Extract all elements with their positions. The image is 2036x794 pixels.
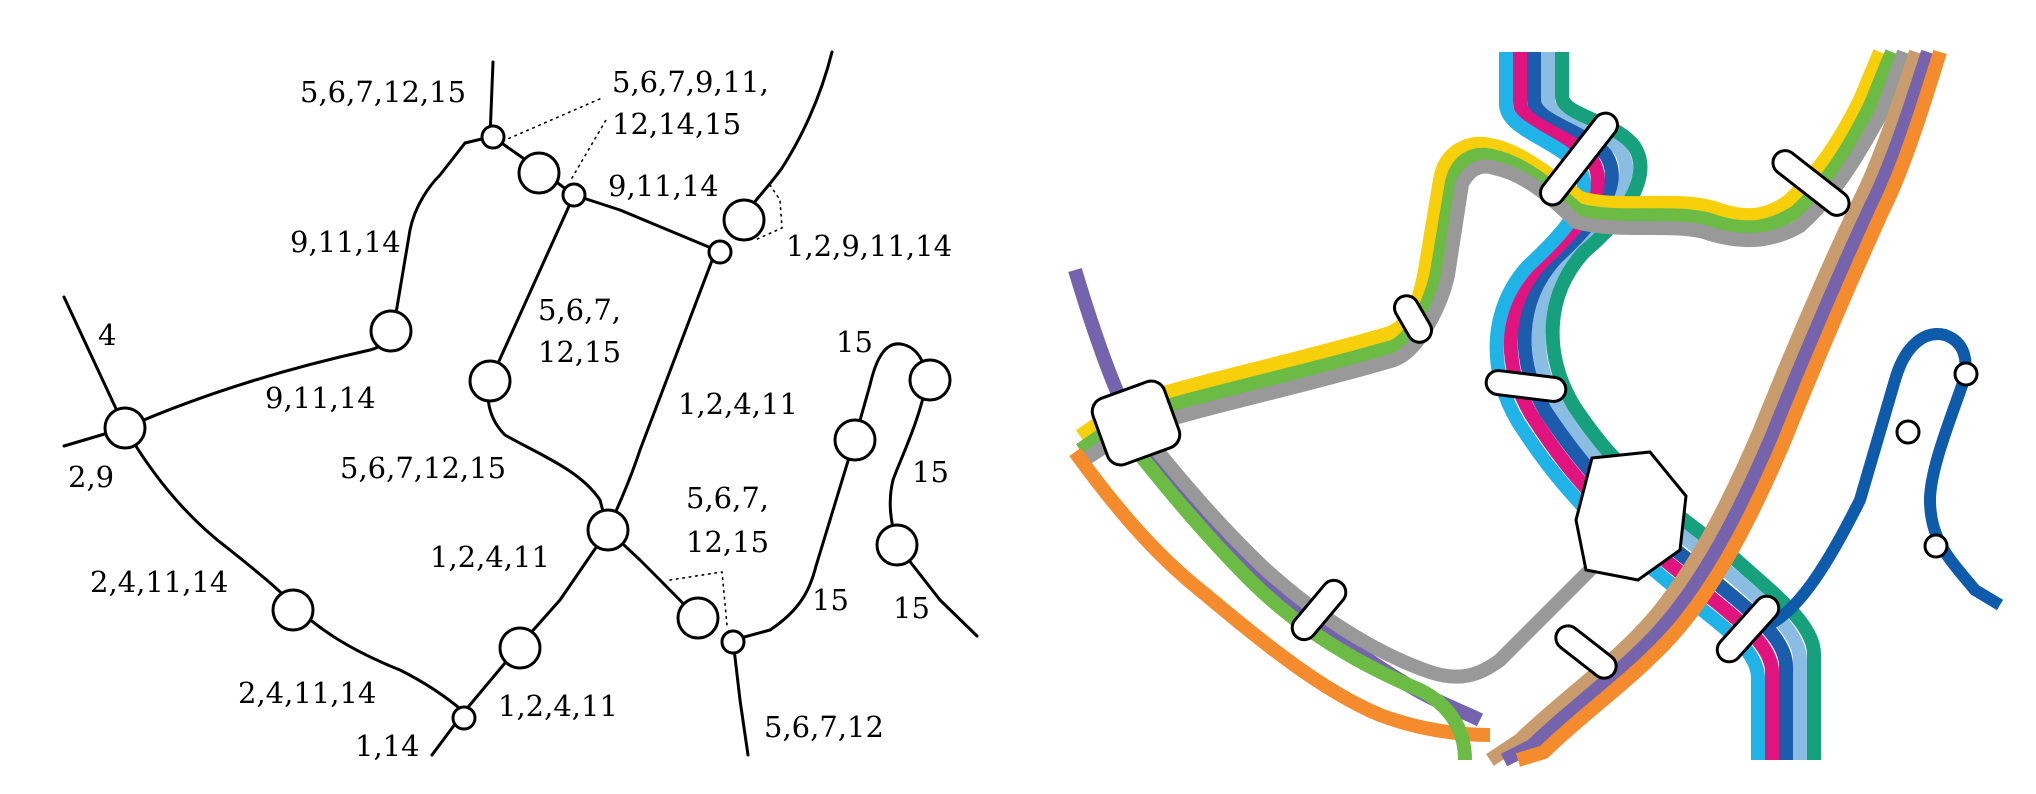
station-bar <box>1484 369 1568 403</box>
edge <box>742 50 834 218</box>
edge <box>895 543 979 638</box>
edge-label: 12,14,15 <box>612 107 741 141</box>
edge <box>123 426 295 607</box>
edge-label: 5,6,7,12 <box>764 710 884 744</box>
edge-label: 5,6,7,12,15 <box>340 451 506 485</box>
leader-line <box>754 184 783 241</box>
metro-stations <box>1090 111 1979 680</box>
graph-node <box>720 629 746 655</box>
edge <box>486 379 610 532</box>
station-dot <box>1895 419 1921 445</box>
edge-label: 2,9 <box>68 460 114 494</box>
edge-label: 2,4,11,14 <box>238 676 376 710</box>
graph-node <box>498 626 542 670</box>
route-line <box>1128 417 1625 684</box>
graph-node <box>722 198 766 242</box>
graph-dotted-leaders <box>502 97 783 626</box>
route-line <box>1076 49 1899 456</box>
metro-routes <box>1068 49 2004 767</box>
edge-label: 15 <box>893 591 930 625</box>
route-line <box>1765 328 2004 631</box>
edge-label: 12,15 <box>538 335 621 369</box>
edge-label: 12,15 <box>686 525 769 559</box>
graph-node <box>103 406 147 450</box>
route-line <box>1531 52 1807 760</box>
edge-label: 5,6,7,9,11, <box>612 65 769 99</box>
edge-label: 9,11,14 <box>608 169 719 203</box>
edge-label: 15 <box>836 325 873 359</box>
edge <box>731 638 750 757</box>
leader-line <box>571 119 607 179</box>
edge <box>62 295 127 430</box>
edge-label: 5,6,7, <box>538 293 621 327</box>
edge-label: 9,11,14 <box>265 381 376 415</box>
metro-map <box>1068 49 2004 767</box>
graph-node <box>875 523 919 567</box>
station-hub <box>1574 450 1688 582</box>
graph-node <box>707 239 733 265</box>
graph-node <box>517 151 561 195</box>
station-bar <box>1771 149 1851 217</box>
route-line <box>1076 49 1887 442</box>
route-line <box>1074 49 1911 470</box>
station-hub <box>1090 379 1182 467</box>
leader-line <box>502 97 603 142</box>
edge <box>888 378 929 547</box>
graph-labels: 5,6,7,12,15 5,6,7,9,11, 12,14,15 9,11,14… <box>68 65 952 763</box>
station-bar <box>1539 111 1619 207</box>
edge-label: 1,2,4,11 <box>498 689 618 723</box>
edge <box>572 193 718 252</box>
route-line <box>1069 447 1491 742</box>
edge <box>488 193 576 383</box>
edge-label: 2,4,11,14 <box>90 565 228 599</box>
route-line <box>1545 52 1821 760</box>
graph-node <box>271 588 315 632</box>
edge-label: 1,14 <box>355 729 420 763</box>
leader-line <box>669 571 728 626</box>
edge <box>462 528 610 714</box>
edge-label: 1,2,9,11,14 <box>786 229 952 263</box>
edge <box>731 436 857 642</box>
graph-node <box>369 309 413 353</box>
graph-nodes <box>103 124 952 731</box>
graph-node <box>833 418 877 462</box>
graph-node <box>480 124 506 150</box>
route-line <box>1500 49 1935 767</box>
edge-label: 5,6,7,12,15 <box>300 75 466 109</box>
edge-label: 15 <box>912 455 949 489</box>
station-bar <box>1715 594 1781 664</box>
edge-label: 1,2,4,11 <box>430 540 550 574</box>
station-bar <box>1393 294 1433 344</box>
station-dot <box>1923 533 1949 559</box>
edge-label: 5,6,7, <box>686 481 769 515</box>
edge-label: 1,2,4,11 <box>678 387 798 421</box>
edge <box>391 141 467 333</box>
edge-label: 9,11,14 <box>290 225 401 259</box>
graph-node <box>561 182 587 208</box>
graph-node <box>676 596 720 640</box>
station-dot <box>1953 361 1979 387</box>
graph-node <box>451 705 477 731</box>
station-bar <box>1290 578 1348 642</box>
graph-node <box>586 508 630 552</box>
station-bar <box>1554 624 1618 680</box>
edge-label: 4 <box>98 318 116 352</box>
edge <box>291 603 466 714</box>
line-graph-diagram: 5,6,7,12,15 5,6,7,9,11, 12,14,15 9,11,14… <box>62 50 979 763</box>
graph-node <box>908 358 952 402</box>
route-line <box>1515 49 1947 767</box>
edge-label: 15 <box>812 583 849 617</box>
graph-node <box>468 359 512 403</box>
